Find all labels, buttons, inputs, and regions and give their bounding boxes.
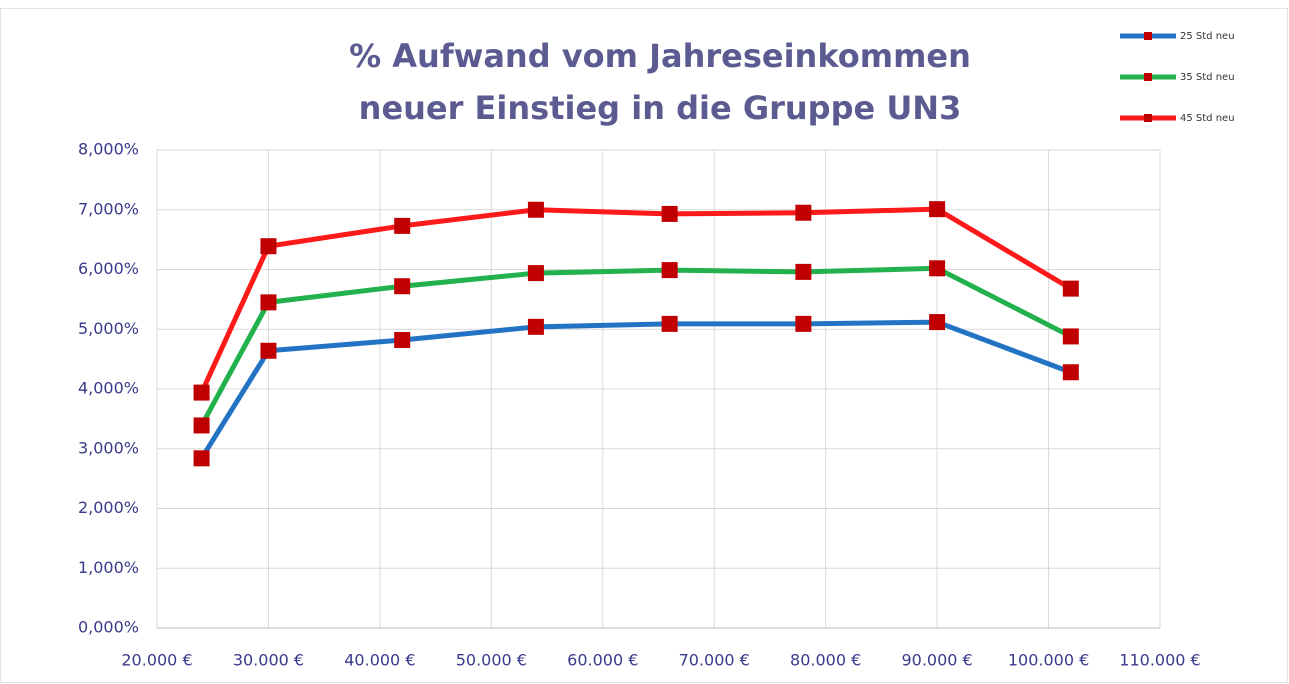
chart-title: % Aufwand vom Jahreseinkommen <box>349 37 971 75</box>
x-tick-label: 80.000 € <box>790 651 861 670</box>
marker <box>260 342 277 359</box>
x-tick-label: 30.000 € <box>233 651 304 670</box>
series-line <box>199 206 1073 394</box>
y-tick-label: 6,000% <box>78 259 139 278</box>
x-tick-label: 70.000 € <box>679 651 750 670</box>
marker <box>661 205 678 222</box>
marker <box>929 314 946 331</box>
marker <box>260 294 277 311</box>
y-tick-label: 0,000% <box>78 618 139 637</box>
x-tick-label: 90.000 € <box>901 651 972 670</box>
y-tick-label: 8,000% <box>78 140 139 159</box>
legend-marker <box>1144 32 1152 40</box>
marker <box>661 315 678 332</box>
marker <box>394 332 411 349</box>
marker <box>929 260 946 277</box>
legend-marker <box>1144 73 1152 81</box>
marker <box>527 265 544 282</box>
marker <box>527 201 544 218</box>
marker <box>193 417 210 434</box>
marker <box>795 315 812 332</box>
marker <box>1062 280 1079 297</box>
x-tick-label: 60.000 € <box>567 651 638 670</box>
marker <box>394 217 411 234</box>
legend-label: 45 Std neu <box>1180 113 1235 124</box>
x-tick-label: 50.000 € <box>456 651 527 670</box>
y-tick-label: 5,000% <box>78 319 139 338</box>
y-tick-label: 7,000% <box>78 199 139 218</box>
chart-title: neuer Einstieg in die Gruppe UN3 <box>359 89 962 127</box>
series-line <box>199 319 1072 460</box>
legend-label: 25 Std neu <box>1180 31 1235 42</box>
legend-marker <box>1144 114 1152 122</box>
x-tick-label: 40.000 € <box>344 651 415 670</box>
marker <box>1062 364 1079 381</box>
marker <box>1062 328 1079 345</box>
marker <box>661 262 678 279</box>
x-tick-label: 20.000 € <box>121 651 192 670</box>
marker <box>394 278 411 295</box>
x-tick-label: 110.000 € <box>1119 651 1200 670</box>
marker <box>929 201 946 218</box>
marker <box>527 318 544 335</box>
marker <box>193 450 210 467</box>
series-line <box>199 265 1072 427</box>
marker <box>795 204 812 221</box>
y-tick-label: 1,000% <box>78 558 139 577</box>
marker <box>795 263 812 280</box>
x-tick-label: 100.000 € <box>1008 651 1089 670</box>
chart-frame <box>0 8 1288 683</box>
marker <box>260 238 277 255</box>
y-tick-label: 2,000% <box>78 498 139 517</box>
legend-label: 35 Std neu <box>1180 72 1235 83</box>
y-tick-label: 4,000% <box>78 379 139 398</box>
y-tick-label: 3,000% <box>78 438 139 457</box>
marker <box>193 384 210 401</box>
